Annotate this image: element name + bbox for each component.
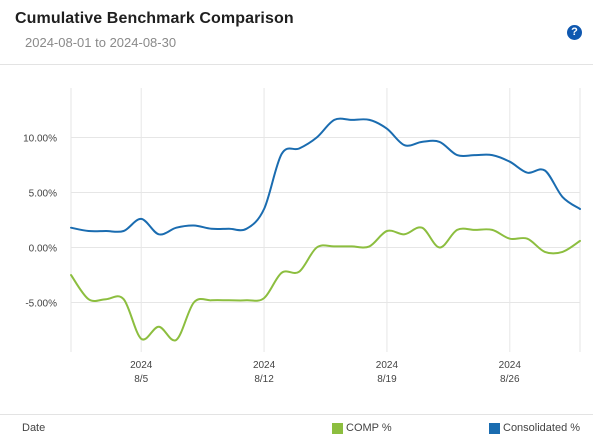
- x-tick-date-label: 8/26: [500, 374, 520, 385]
- y-tick-label: 0.00%: [29, 244, 57, 255]
- series-lines: [70, 117, 581, 342]
- grid-lines: [70, 88, 581, 352]
- legend-label-comp: COMP %: [346, 422, 392, 434]
- footer-divider: [0, 414, 593, 415]
- y-axis-ticks: 10.00% 5.00% 0.00% -5.00%: [23, 134, 57, 310]
- x-tick-date-label: 8/5: [134, 374, 148, 385]
- y-tick-label: 5.00%: [29, 189, 57, 200]
- legend-swatch-consolidated: [489, 422, 500, 434]
- x-tick-year-label: 2024: [253, 360, 276, 371]
- chart-title: Cumulative Benchmark Comparison: [15, 10, 294, 27]
- date-range-subtitle: 2024-08-01 to 2024-08-30: [25, 35, 177, 50]
- x-tick-year-label: 2024: [499, 360, 522, 371]
- series-line-consolidated[interactable]: [70, 117, 581, 236]
- x-tick-year-label: 2024: [376, 360, 399, 371]
- legend-item-comp[interactable]: COMP %: [332, 422, 392, 434]
- legend-label-consolidated: Consolidated %: [503, 422, 581, 434]
- x-tick-year-label: 2024: [130, 360, 153, 371]
- x-axis-label: Date: [22, 422, 46, 434]
- x-axis-ticks: 2024 8/5 2024 8/12 2024 8/19 2024 8/26: [130, 360, 521, 385]
- x-tick-date-label: 8/12: [254, 374, 274, 385]
- help-icon[interactable]: ?: [567, 25, 582, 40]
- legend-item-consolidated[interactable]: Consolidated %: [489, 422, 580, 434]
- header-divider: [0, 64, 593, 65]
- x-tick-date-label: 8/19: [377, 374, 397, 385]
- y-tick-label: 10.00%: [23, 134, 57, 145]
- legend-swatch-comp: [332, 422, 343, 434]
- series-line-comp[interactable]: [70, 226, 581, 342]
- y-tick-label: -5.00%: [25, 299, 57, 310]
